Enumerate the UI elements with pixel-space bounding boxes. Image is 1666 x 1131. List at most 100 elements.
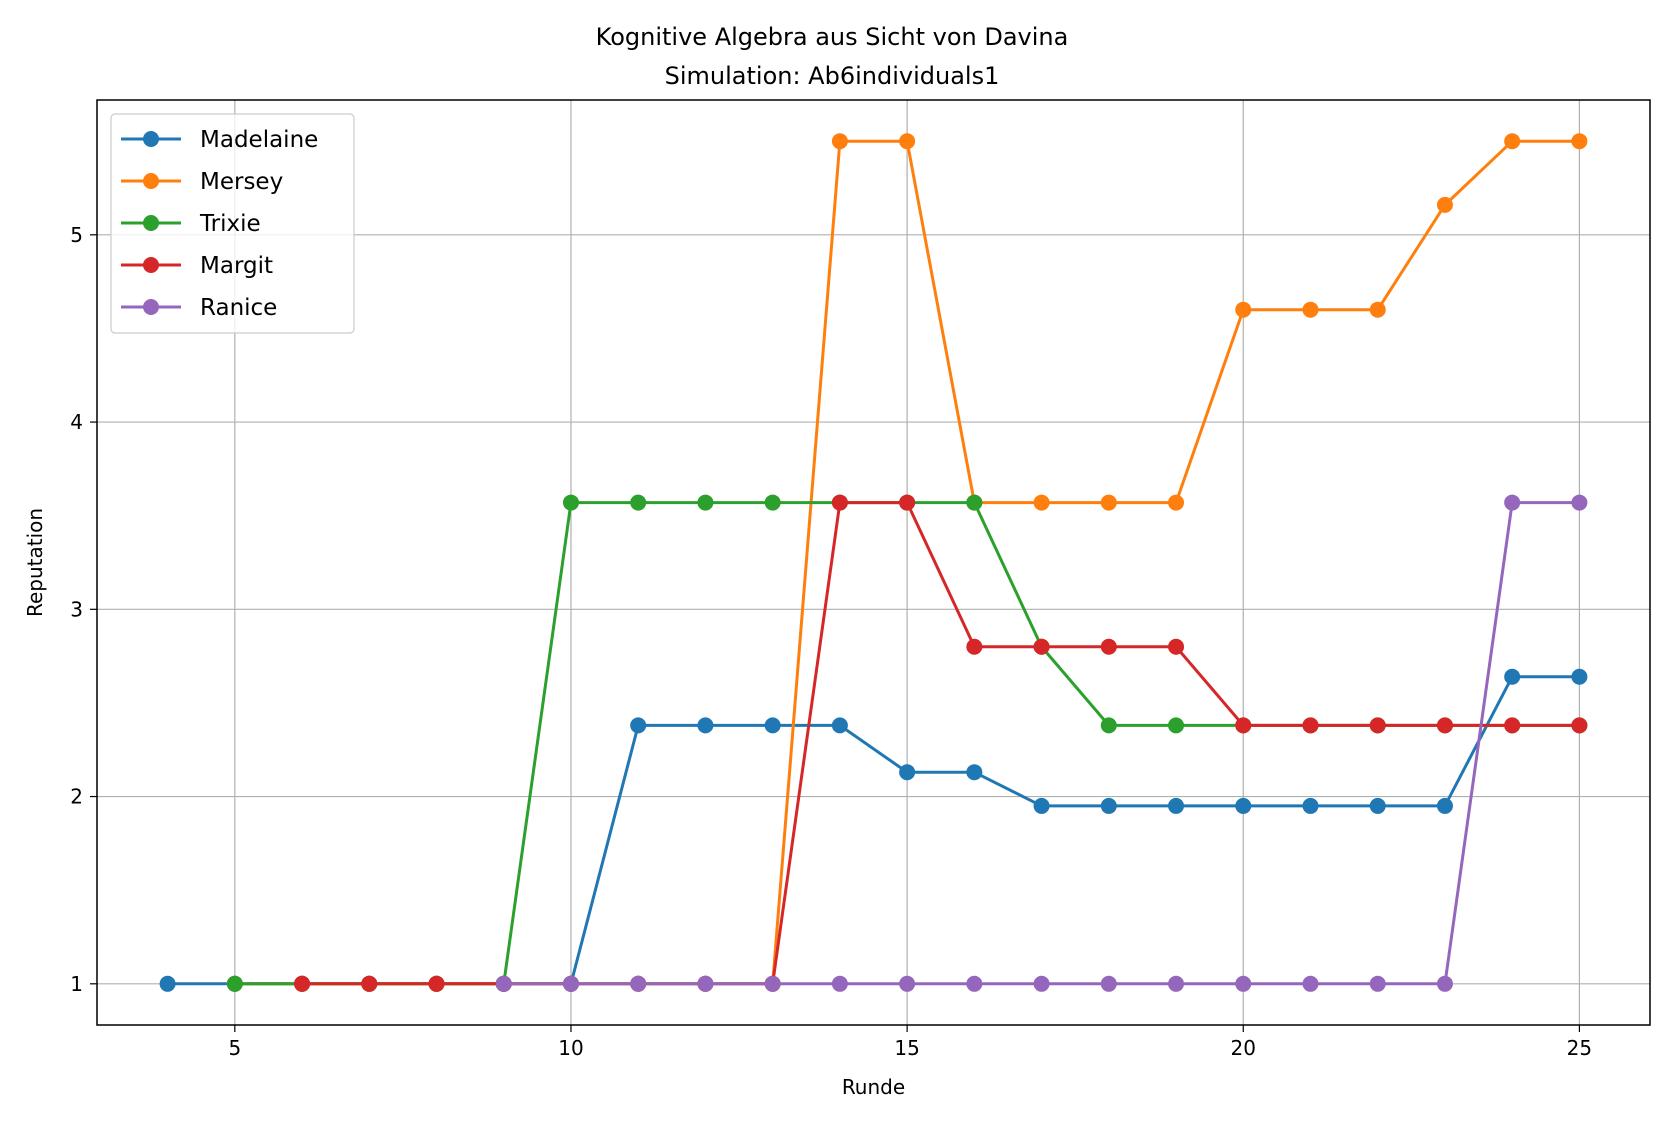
data-point <box>1504 133 1521 150</box>
data-point <box>764 494 781 511</box>
data-point <box>562 494 579 511</box>
data-point <box>831 133 848 150</box>
x-axis-label: Runde <box>842 1075 905 1099</box>
legend-label: Ranice <box>200 295 277 321</box>
legend-item-margit: Margit <box>121 253 273 279</box>
y-tick-label: 3 <box>70 597 83 621</box>
data-point <box>1504 717 1521 734</box>
data-point <box>1436 797 1453 814</box>
data-point <box>1100 638 1117 655</box>
data-point <box>1302 301 1319 318</box>
data-point <box>294 975 311 992</box>
data-point <box>899 133 916 150</box>
data-point <box>562 975 579 992</box>
legend-label: Margit <box>200 253 273 279</box>
data-point <box>1571 133 1588 150</box>
data-point <box>764 975 781 992</box>
series-ranice <box>495 494 1588 992</box>
data-point <box>966 494 983 511</box>
data-point <box>1168 717 1185 734</box>
data-point <box>1168 494 1185 511</box>
data-point <box>1235 975 1252 992</box>
legend-marker <box>143 299 159 315</box>
legend-item-trixie: Trixie <box>121 211 261 237</box>
data-point <box>1235 797 1252 814</box>
data-point <box>697 494 714 511</box>
data-point <box>1369 797 1386 814</box>
data-point <box>361 975 378 992</box>
data-point <box>1235 301 1252 318</box>
data-point <box>1571 494 1588 511</box>
data-point <box>630 717 647 734</box>
axis-ticks: 5 10 15 20 25 1 2 3 4 5 <box>70 223 1592 1060</box>
data-point <box>831 975 848 992</box>
data-point <box>966 764 983 781</box>
data-point <box>630 494 647 511</box>
legend-item-mersey: Mersey <box>121 169 283 195</box>
legend-box <box>110 113 355 334</box>
legend-marker <box>143 173 159 189</box>
data-point <box>1168 975 1185 992</box>
data-point <box>1168 797 1185 814</box>
data-point <box>966 638 983 655</box>
data-point <box>1571 717 1588 734</box>
chart-title: Kognitive Algebra aus Sicht von Davina <box>596 23 1069 51</box>
data-point <box>1100 717 1117 734</box>
data-point <box>831 717 848 734</box>
data-point <box>159 975 176 992</box>
data-point <box>1100 797 1117 814</box>
data-point <box>1504 494 1521 511</box>
data-point <box>1302 975 1319 992</box>
data-point <box>428 975 445 992</box>
y-tick-label: 1 <box>70 972 83 996</box>
x-tick-label: 10 <box>558 1036 583 1060</box>
x-tick-label: 25 <box>1567 1036 1592 1060</box>
data-point <box>764 717 781 734</box>
data-point <box>1436 975 1453 992</box>
legend-item-madelaine: Madelaine <box>121 127 318 153</box>
data-point <box>966 975 983 992</box>
data-point <box>1369 301 1386 318</box>
data-point <box>1302 717 1319 734</box>
data-point <box>1571 668 1588 685</box>
data-point <box>899 764 916 781</box>
data-point <box>1504 668 1521 685</box>
legend-label: Trixie <box>199 211 261 237</box>
data-point <box>630 975 647 992</box>
x-tick-label: 15 <box>894 1036 919 1060</box>
data-point <box>226 975 243 992</box>
legend-marker <box>143 131 159 147</box>
legend-label: Mersey <box>200 169 283 195</box>
data-point <box>1369 975 1386 992</box>
y-tick-label: 2 <box>70 785 83 809</box>
data-point <box>1436 196 1453 213</box>
legend: Madelaine Mersey Trixie Margit Ranice <box>110 113 355 334</box>
data-point <box>1100 494 1117 511</box>
data-point <box>1100 975 1117 992</box>
data-point <box>697 717 714 734</box>
y-tick-label: 4 <box>70 410 83 434</box>
data-point <box>899 975 916 992</box>
data-point <box>495 975 512 992</box>
y-tick-label: 5 <box>70 223 83 247</box>
data-point <box>1302 797 1319 814</box>
data-point <box>1168 638 1185 655</box>
data-point <box>831 494 848 511</box>
data-point <box>697 975 714 992</box>
data-point <box>1436 717 1453 734</box>
data-point <box>1033 975 1050 992</box>
data-point <box>1369 717 1386 734</box>
data-point <box>1033 797 1050 814</box>
x-tick-label: 5 <box>228 1036 241 1060</box>
legend-label: Madelaine <box>200 127 318 153</box>
data-point <box>1033 494 1050 511</box>
data-point <box>1235 717 1252 734</box>
chart-subtitle: Simulation: Ab6individuals1 <box>665 62 1000 90</box>
plot-area-frame <box>96 99 1651 1026</box>
y-axis-label: Reputation <box>23 508 47 617</box>
data-point <box>899 494 916 511</box>
legend-marker <box>143 215 159 231</box>
legend-item-ranice: Ranice <box>121 295 277 321</box>
legend-marker <box>143 257 159 273</box>
